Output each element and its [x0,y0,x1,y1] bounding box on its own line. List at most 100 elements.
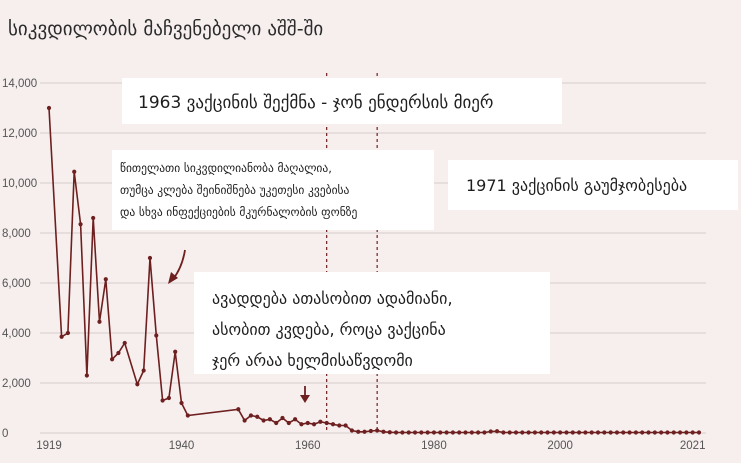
data-point-1977 [412,430,418,435]
data-point-1968 [356,429,361,434]
data-point-1938 [166,395,172,401]
annotation-text-asick-2: ჯერ არაა ხელმისაწვდომი [212,351,413,370]
data-point-1957 [286,420,291,426]
y-tick-label-0: 0 [2,428,8,440]
data-point-1930 [116,350,121,356]
data-point-2007 [602,430,607,435]
data-point-1982 [444,430,449,435]
annotation-box-anote [112,150,434,230]
x-tick-label-1919: 1919 [36,440,62,452]
arrowhead-sick [300,395,310,403]
data-point-1981 [438,430,443,435]
data-point-1956 [280,415,285,421]
annotation-text-anote-1: თუმცა კლება შეინიშნება უკეთესი კვებისა [120,183,350,197]
data-point-1926 [91,215,96,221]
data-point-2021 [690,430,695,435]
y-tick-label-8000: 8,000 [2,228,31,240]
data-point-1960 [305,420,310,426]
data-point-1984 [457,430,462,435]
y-axis-ticks: 0 2,000 4,000 6,000 8,000 10,000 12,000 14,000 [2,78,37,440]
data-point-1992 [507,430,512,435]
annotation-box-a1963 [122,78,562,124]
annotation-asick: ავადდება ათასობით ადამიანი, ასობით კვდება… [194,272,550,374]
data-point-1997 [539,430,544,435]
x-tick-label-2021: 2021 [680,440,706,452]
x-tick-label-2000: 2000 [547,440,573,452]
data-point-1969 [362,429,367,434]
annotation-box-a1971 [448,160,738,210]
data-point-1921 [59,334,64,339]
data-point-1941 [185,413,190,418]
data-point-1962 [318,419,323,424]
data-point-1955 [274,420,279,426]
data-point-2003 [576,430,582,435]
y-tick-label-10000: 10,000 [2,178,37,190]
data-point-1964 [330,422,336,427]
data-point-1923 [72,169,77,174]
data-point-1971 [375,428,380,433]
annotation-text-anote-2: და სხვა ინფექციების მკურნალობის ფონზე [120,205,357,219]
data-point-1940 [179,400,184,406]
data-point-1975 [400,430,405,435]
x-tick-label-1960: 1960 [295,440,321,452]
data-point-1935 [147,255,153,261]
data-point-2015 [652,430,657,435]
data-point-1985 [463,430,468,435]
data-point-2006 [595,430,601,435]
data-point-2009 [614,430,620,435]
data-point-1974 [393,430,399,435]
data-point-1963 [324,420,329,426]
data-point-1967 [349,428,355,433]
data-point-1952 [255,414,260,419]
x-tick-label-1980: 1980 [421,440,447,452]
x-tick-label-1940: 1940 [169,440,195,452]
data-point-1996 [532,430,538,435]
data-point-1973 [387,430,392,435]
data-point-1919 [46,105,52,111]
data-point-1989 [488,429,493,434]
data-point-2022 [696,430,702,435]
data-point-1980 [431,430,437,435]
data-point-2005 [589,430,594,435]
data-point-2016 [659,430,664,435]
data-point-2001 [564,430,569,435]
annotation-a1963: 1963 ვაქცინის შექმნა - ჯონ ენდერსის მიერ [122,78,562,124]
data-point-1927 [97,319,102,324]
data-point-2004 [583,430,588,435]
data-point-1966 [343,423,348,428]
annotation-text-asick-1: ასობით კვდება, როცა ვაქცინა [212,320,446,339]
data-point-2002 [570,430,575,435]
data-point-1949 [236,407,241,412]
data-point-2013 [640,430,645,435]
data-point-1958 [293,417,298,422]
annotation-text-anote-0: წითელათი სიკვდილიანობა მაღალია, [120,161,332,175]
data-point-1961 [311,422,317,427]
data-point-1937 [160,398,165,403]
y-tick-label-12000: 12,000 [2,128,37,140]
data-point-1965 [337,423,342,428]
data-point-1998 [545,430,550,435]
data-point-2012 [633,430,638,435]
data-point-2018 [671,430,676,435]
annotation-a1971: 1971 ვაქცინის გაუმჯობესება [448,160,738,210]
data-point-1934 [141,368,146,373]
data-point-1959 [299,422,304,427]
data-point-1931 [122,340,127,346]
data-point-2011 [627,430,632,435]
data-point-2017 [665,430,670,435]
data-point-2019 [677,430,683,435]
data-point-1976 [406,430,411,435]
data-point-2000 [558,430,563,435]
annotation-text-a1963-0: 1963 ვაქცინის შექმნა - ჯონ ენდერსის მიერ [138,93,493,113]
annotation-text-asick-0: ავადდება ათასობით ადამიანი, [212,289,453,308]
data-point-1991 [501,430,506,435]
data-point-1929 [110,357,115,362]
data-point-1939 [173,349,178,354]
data-point-1994 [520,430,525,435]
annotations: 1963 ვაქცინის შექმნა - ჯონ ენდერსის მიერ… [112,78,738,403]
y-tick-label-14000: 14,000 [2,78,37,90]
data-point-1951 [248,413,254,418]
data-point-2008 [608,430,613,435]
data-point-1993 [513,430,519,435]
